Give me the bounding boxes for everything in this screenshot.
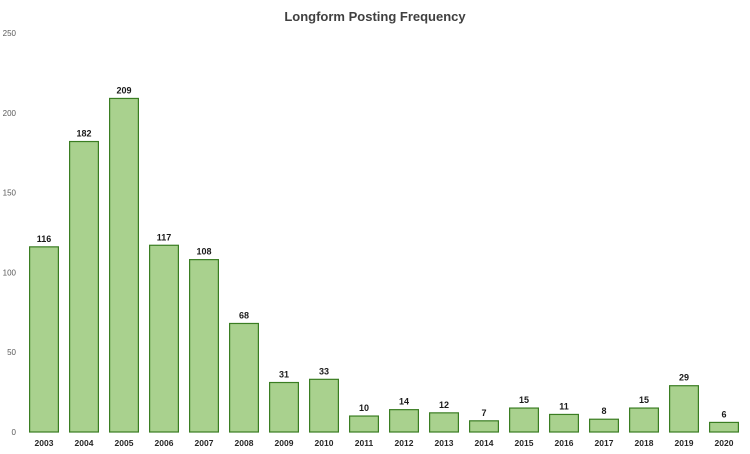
- x-tick-label-2005: 2005: [115, 438, 134, 448]
- x-tick-label-2015: 2015: [515, 438, 534, 448]
- bar-2007: [189, 259, 220, 433]
- x-axis: 2003 2004 2005 2006 2007 2008 2009 2010 2011 2012…: [35, 438, 734, 448]
- bar-2011: [349, 415, 380, 433]
- data-label-2016: 11: [559, 401, 569, 411]
- data-label-2006: 117: [157, 232, 172, 242]
- x-tick-label-2014: 2014: [475, 438, 494, 448]
- bar-2012: [389, 409, 420, 433]
- data-label-2019: 29: [679, 373, 689, 383]
- x-tick-label-2009: 2009: [275, 438, 294, 448]
- x-tick-label-2008: 2008: [235, 438, 254, 448]
- x-tick-label-2018: 2018: [635, 438, 654, 448]
- chart-title: Longform Posting Frequency: [284, 9, 466, 24]
- y-tick-label: 250: [3, 29, 17, 38]
- y-tick-label: 100: [3, 268, 17, 277]
- y-tick-label: 200: [3, 109, 17, 118]
- bar-2010: [309, 378, 340, 433]
- y-axis: 0 50 100 150 200 250: [3, 29, 17, 437]
- bar-2019: [668, 385, 699, 433]
- data-label-2003: 116: [37, 234, 52, 244]
- x-tick-label-2004: 2004: [75, 438, 94, 448]
- bar-2020: [708, 421, 739, 433]
- data-label-2017: 8: [601, 406, 606, 416]
- data-label-2004: 182: [76, 129, 91, 139]
- x-tick-label-2011: 2011: [355, 438, 374, 448]
- bar-2013: [429, 412, 460, 433]
- x-tick-label-2019: 2019: [675, 438, 694, 448]
- data-label-2007: 108: [196, 247, 211, 257]
- data-label-2012: 14: [399, 397, 409, 407]
- x-tick-label-2020: 2020: [715, 438, 734, 448]
- bar-2018: [628, 407, 659, 433]
- y-tick-label: 50: [7, 348, 16, 357]
- bar-2009: [269, 381, 300, 433]
- data-label-2014: 7: [481, 408, 486, 418]
- bar-2005: [108, 97, 139, 433]
- bar-2006: [149, 244, 180, 433]
- bar-2003: [29, 246, 59, 433]
- data-labels-group: 116 182 209 117 108 68 31 33 10 14 12 7 15 11 8 15 29 6: [37, 85, 727, 419]
- data-label-2011: 10: [359, 403, 369, 413]
- x-tick-label-2006: 2006: [155, 438, 174, 448]
- data-label-2020: 6: [721, 409, 726, 419]
- bar-2015: [509, 407, 540, 433]
- y-tick-label: 150: [3, 189, 17, 198]
- x-tick-label-2016: 2016: [555, 438, 574, 448]
- data-label-2015: 15: [519, 395, 529, 405]
- y-tick-label: 0: [12, 428, 17, 437]
- bar-2014: [469, 420, 500, 433]
- bar-2008: [229, 322, 260, 433]
- x-tick-label-2010: 2010: [315, 438, 334, 448]
- x-tick-label-2003: 2003: [35, 438, 54, 448]
- data-label-2005: 209: [116, 85, 131, 95]
- x-tick-label-2017: 2017: [595, 438, 614, 448]
- data-label-2013: 12: [439, 400, 449, 410]
- data-label-2009: 31: [279, 370, 289, 380]
- data-label-2008: 68: [239, 310, 249, 320]
- bar-2004: [68, 140, 99, 433]
- bars-group: [29, 97, 739, 433]
- data-label-2010: 33: [319, 366, 329, 376]
- bar-2016: [548, 413, 579, 433]
- x-tick-label-2013: 2013: [435, 438, 454, 448]
- data-label-2018: 15: [639, 395, 649, 405]
- bar-2017: [588, 418, 619, 433]
- x-tick-label-2007: 2007: [195, 438, 214, 448]
- x-tick-label-2012: 2012: [395, 438, 414, 448]
